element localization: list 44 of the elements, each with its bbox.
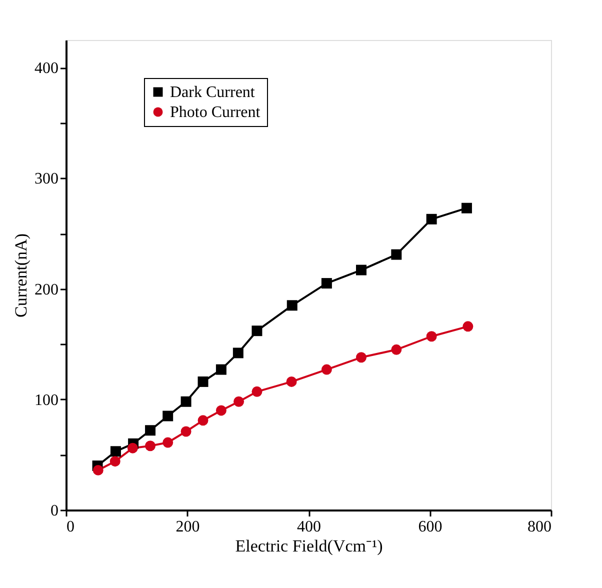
point bbox=[356, 264, 366, 276]
point bbox=[127, 442, 138, 454]
point bbox=[145, 440, 156, 452]
point bbox=[110, 456, 120, 467]
point bbox=[286, 376, 297, 387]
point bbox=[321, 278, 332, 289]
y-tick-label: 300 bbox=[34, 170, 58, 188]
y-tick-label: 400 bbox=[34, 60, 58, 78]
point bbox=[426, 214, 437, 224]
point bbox=[92, 464, 104, 476]
point bbox=[462, 321, 474, 332]
point bbox=[391, 344, 402, 355]
point bbox=[232, 348, 244, 358]
point bbox=[321, 364, 332, 375]
point bbox=[162, 437, 174, 448]
point bbox=[216, 405, 226, 416]
point bbox=[286, 300, 298, 311]
y-tick-label: 0 bbox=[50, 502, 58, 520]
y-tick-label: 100 bbox=[34, 392, 58, 409]
point bbox=[461, 202, 472, 214]
x-tick-label: 400 bbox=[297, 518, 321, 536]
legend-label: Photo Current bbox=[170, 104, 261, 121]
point bbox=[180, 396, 192, 407]
point bbox=[356, 352, 366, 363]
point bbox=[162, 410, 174, 422]
point bbox=[216, 364, 226, 375]
x-tick-label: 800 bbox=[528, 518, 552, 536]
point bbox=[391, 249, 402, 260]
point bbox=[110, 446, 121, 457]
x-tick-label: 200 bbox=[176, 518, 200, 536]
point bbox=[234, 396, 244, 407]
y-tick-label: 200 bbox=[34, 281, 58, 298]
x-axis-title: Electric Field(Vcm⁻¹) bbox=[235, 536, 383, 556]
y-axis-title: Current(nA) bbox=[12, 233, 30, 318]
point bbox=[198, 415, 208, 426]
point bbox=[198, 376, 208, 387]
point bbox=[252, 326, 262, 336]
legend-label: Dark Current bbox=[170, 84, 256, 101]
point bbox=[426, 331, 437, 342]
point bbox=[180, 426, 192, 437]
x-tick-label: 600 bbox=[418, 518, 442, 536]
point bbox=[252, 386, 262, 397]
x-tick-label: 0 bbox=[66, 518, 74, 536]
point bbox=[145, 425, 156, 436]
